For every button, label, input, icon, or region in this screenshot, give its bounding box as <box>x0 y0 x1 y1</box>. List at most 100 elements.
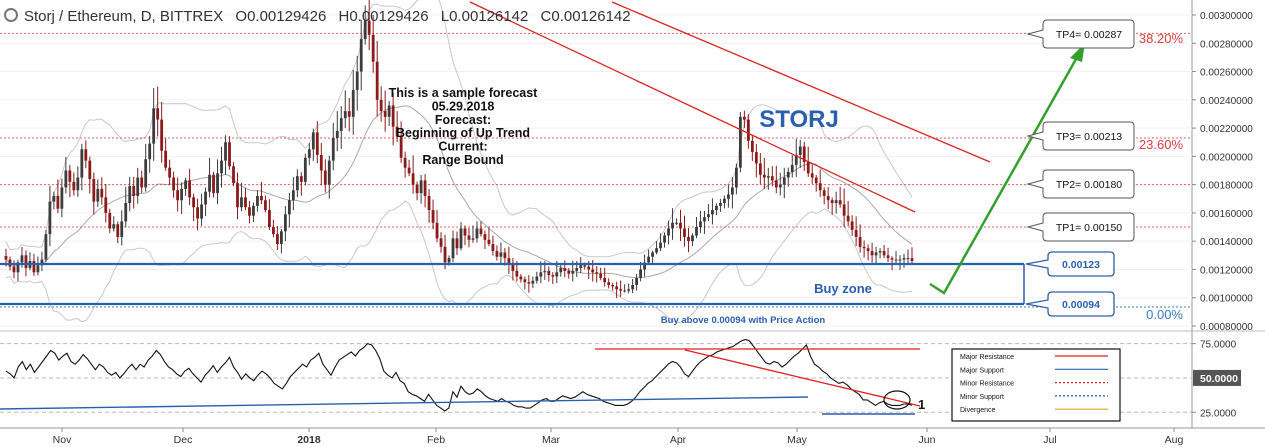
candle-body <box>766 176 770 178</box>
candle-body <box>699 221 702 228</box>
legend-entry-label: Major Support <box>960 367 1004 374</box>
candle-body <box>355 71 359 90</box>
candle-body <box>387 105 391 117</box>
fib-percent-label: 0.00% <box>1146 307 1183 322</box>
candle-body <box>339 118 343 131</box>
candle-body <box>479 228 483 235</box>
candle-body <box>148 143 152 160</box>
green-arrow-line <box>929 51 1082 295</box>
candle-body <box>411 173 415 185</box>
candle-body <box>240 197 243 208</box>
candle-body <box>371 34 375 62</box>
candle-body <box>595 272 599 274</box>
downtrend-line-upper[interactable] <box>611 1 991 163</box>
candle-body <box>291 190 295 201</box>
candle-body <box>814 177 818 184</box>
candle-body <box>427 195 431 211</box>
time-tick-label: Apr <box>670 434 687 446</box>
candle-body <box>527 282 531 284</box>
candle-body <box>551 275 555 277</box>
candle-body <box>152 108 156 144</box>
candle-body <box>738 116 742 168</box>
forecast-note-line: Range Bound <box>422 153 503 167</box>
candle-body <box>647 256 650 263</box>
candle-body <box>307 149 311 158</box>
rsi-tick-label: 25.0000 <box>1200 408 1237 419</box>
candles <box>4 0 914 299</box>
candle-body <box>543 270 547 273</box>
candle-body <box>311 132 315 150</box>
candle-body <box>878 251 882 253</box>
candle-body <box>252 205 255 216</box>
rsi-falling-resistance-line[interactable] <box>684 349 921 407</box>
candle-body <box>180 188 184 201</box>
time-tick-label: Jul <box>1043 434 1056 446</box>
candle-body <box>762 174 766 178</box>
candle-body <box>782 177 786 185</box>
notes: This is a sample forecast05.29.2018Forec… <box>389 86 872 326</box>
candle-body <box>463 228 467 236</box>
candle-body <box>315 132 319 155</box>
candle-body <box>200 204 203 219</box>
candle-body <box>36 265 40 273</box>
candle-body <box>874 252 878 256</box>
time-tick-label: Feb <box>427 434 445 446</box>
candle-body <box>535 276 539 281</box>
candle-body <box>627 289 631 291</box>
candle-body <box>168 167 172 178</box>
candle-body <box>383 111 387 117</box>
price-tick-label: 0.00180000 <box>1200 181 1253 192</box>
high-value: 0.00129426 <box>349 8 429 25</box>
candle-body <box>76 177 80 191</box>
candle-body <box>120 221 124 237</box>
candle-body <box>531 280 535 284</box>
candle-body <box>40 259 44 266</box>
candle-body <box>491 244 495 252</box>
candle-body <box>591 269 595 273</box>
buy-note-label: Buy above 0.00094 with Price Action <box>661 315 826 326</box>
candle-body <box>220 160 223 174</box>
candle-body <box>335 130 339 138</box>
candle-body <box>834 200 838 204</box>
candle-body <box>212 174 215 194</box>
candle-body <box>24 255 28 269</box>
rsi-highlight-circle <box>883 390 911 410</box>
candle-body <box>910 258 914 261</box>
circle-icon <box>4 8 18 22</box>
price-tick-label: 0.00200000 <box>1200 152 1253 163</box>
candle-body <box>471 238 475 240</box>
candle-body <box>563 268 567 271</box>
candle-body <box>631 285 635 290</box>
candle-body <box>184 180 188 189</box>
candle-body <box>144 159 148 188</box>
downtrend-line-lower[interactable] <box>469 1 916 213</box>
price-tick-label: 0.00260000 <box>1200 68 1253 79</box>
candle-body <box>459 228 463 249</box>
candle-body <box>511 263 515 271</box>
candle-body <box>475 228 479 239</box>
candle-body <box>890 258 894 260</box>
candle-body <box>56 195 60 209</box>
candle-body <box>902 258 906 260</box>
target-callout-label: TP2= 0.00180 <box>1056 179 1122 191</box>
candle-body <box>727 194 730 199</box>
candle-body <box>515 270 519 277</box>
candle-body <box>858 236 862 247</box>
candle-body <box>287 200 291 215</box>
target-callout-box <box>1026 212 1135 242</box>
candle-body <box>295 176 299 191</box>
candle-body <box>64 170 68 188</box>
target-callout-box <box>1026 121 1135 151</box>
candle-body <box>575 268 579 271</box>
rsi-support-line[interactable] <box>0 396 809 410</box>
storj-title: STORJ <box>759 106 839 133</box>
candle-body <box>16 262 20 273</box>
price-tick-label: 0.00080000 <box>1200 322 1253 333</box>
candle-body <box>711 210 714 215</box>
band-upper <box>5 0 913 258</box>
legend-entry-label: Major Resistance <box>960 354 1014 361</box>
candle-body <box>156 108 160 120</box>
candle-body <box>467 235 471 240</box>
candle-body <box>136 177 140 196</box>
candle-body <box>802 146 806 163</box>
